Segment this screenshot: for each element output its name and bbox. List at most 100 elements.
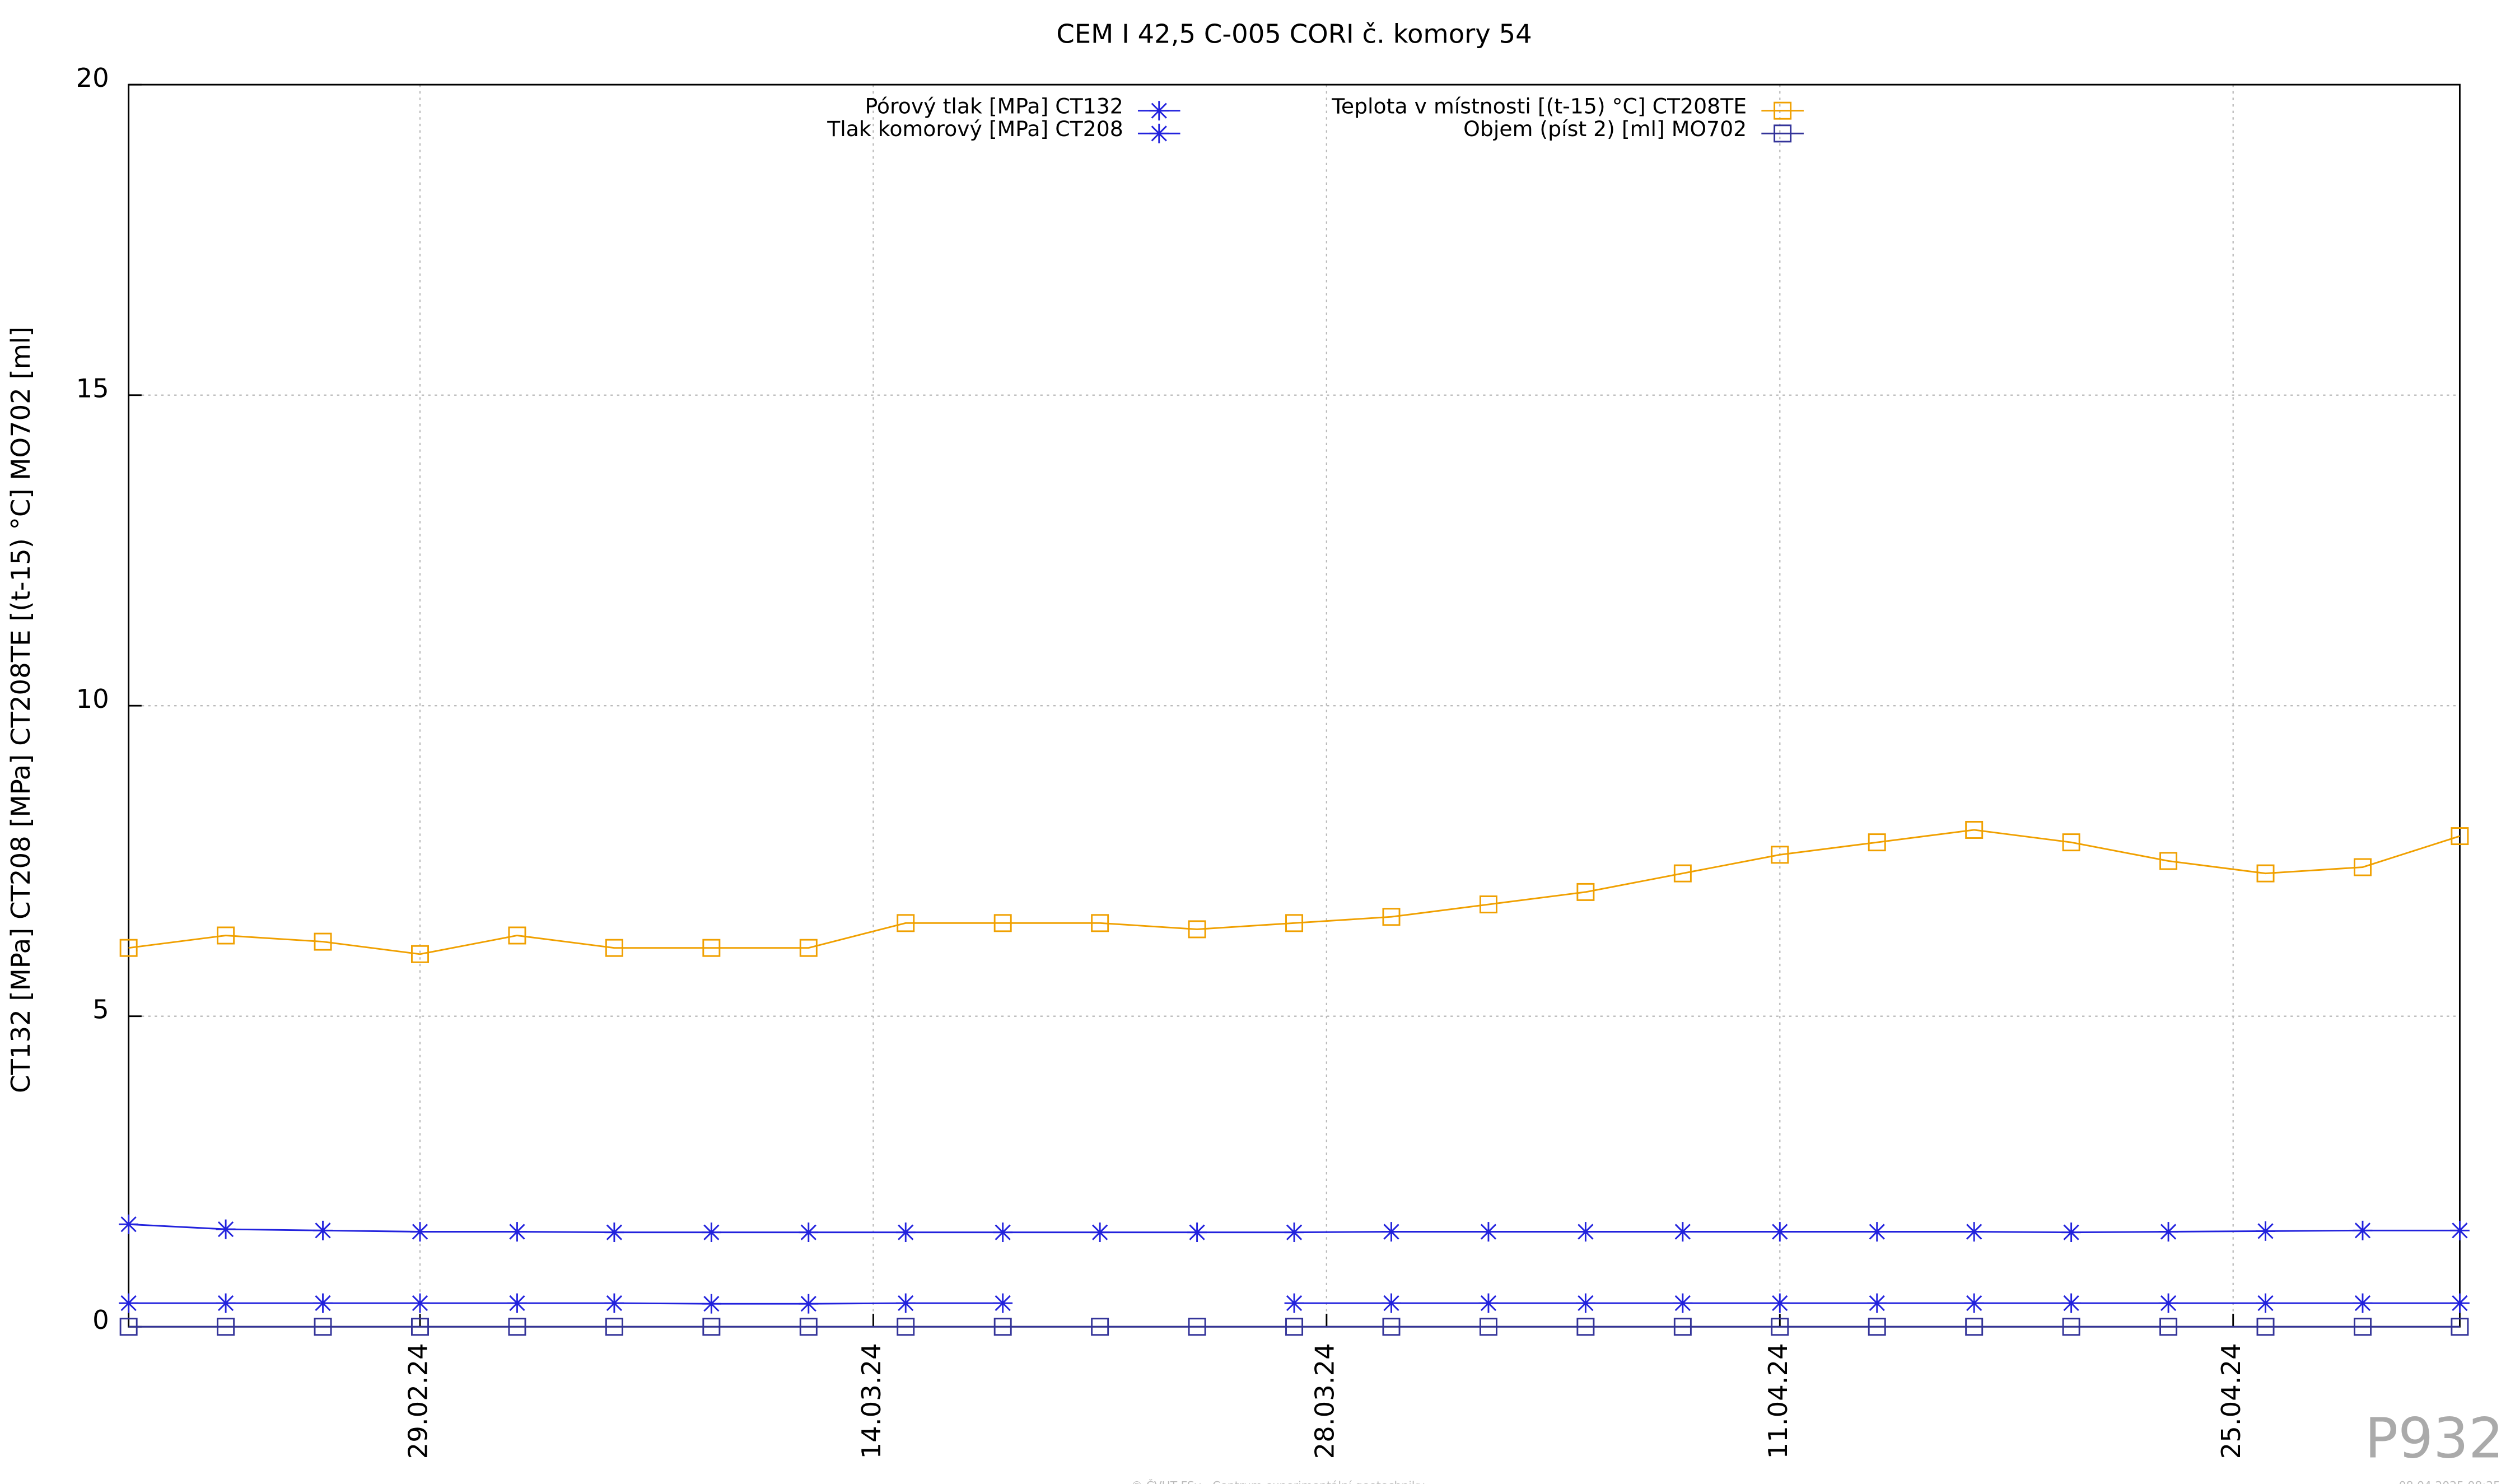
marker	[313, 1293, 333, 1313]
marker	[119, 1318, 138, 1336]
watermark: P932	[2365, 1406, 2504, 1471]
marker	[2158, 1293, 2178, 1313]
marker	[1382, 908, 1401, 926]
marker	[2451, 827, 2469, 846]
marker	[701, 1222, 721, 1243]
marker	[895, 1222, 916, 1243]
marker	[1770, 1222, 1790, 1242]
marker	[216, 1219, 236, 1239]
marker	[2354, 1318, 2372, 1336]
marker	[1867, 1293, 1887, 1313]
marker	[1382, 1222, 1401, 1242]
marker	[1284, 1293, 1304, 1313]
marker	[1575, 1222, 1595, 1242]
marker	[897, 1318, 915, 1336]
marker	[2354, 858, 2372, 876]
marker	[1284, 1222, 1304, 1243]
y-axis-label: CT132 [MPa] CT208 [MPa] CT208TE [(t-15) …	[6, 326, 36, 1093]
marker	[1576, 883, 1595, 901]
x-tick-label: 11.04.24	[1763, 1343, 1793, 1459]
marker	[1091, 1318, 1109, 1336]
marker	[313, 1220, 333, 1240]
marker	[314, 1318, 332, 1336]
marker	[2061, 1293, 2082, 1313]
marker	[507, 1293, 527, 1313]
marker	[1673, 1293, 1693, 1313]
x-tick-label: 28.03.24	[1309, 1343, 1340, 1459]
marker	[2062, 833, 2080, 852]
marker	[799, 1294, 819, 1314]
x-tick-label: 25.04.24	[2216, 1343, 2246, 1459]
marker	[507, 1222, 527, 1242]
marker	[1576, 1318, 1595, 1336]
marker	[2159, 1318, 2178, 1336]
marker	[411, 1318, 429, 1336]
marker	[1479, 1318, 1497, 1336]
y-tick-label: 15	[76, 373, 109, 403]
marker	[1867, 1222, 1887, 1242]
marker	[701, 1294, 721, 1314]
marker	[2256, 864, 2275, 883]
marker	[2158, 1222, 2178, 1242]
footer: © ČVUT FSv - Centrum experimentální geot…	[1131, 1478, 1425, 1484]
marker	[702, 1318, 721, 1336]
marker	[1149, 123, 1169, 143]
chart-title: CEM I 42,5 C-005 CORI č. komory 54	[1056, 18, 1532, 49]
marker	[1478, 1222, 1499, 1242]
marker	[799, 939, 818, 957]
marker	[897, 914, 915, 932]
marker	[1868, 1318, 1886, 1336]
marker	[2256, 1318, 2275, 1336]
marker	[1673, 864, 1692, 883]
marker	[895, 1293, 916, 1313]
legend-label: Objem (píst 2) [ml] MO702	[1463, 116, 1747, 141]
marker	[604, 1293, 624, 1313]
marker	[1965, 820, 1984, 839]
marker	[1965, 1318, 1984, 1336]
marker	[799, 1222, 819, 1243]
marker	[1382, 1318, 1401, 1336]
marker	[1964, 1222, 1984, 1242]
marker	[1868, 833, 1886, 852]
marker	[314, 932, 332, 951]
marker	[1774, 124, 1792, 143]
marker	[2256, 1293, 2275, 1313]
marker	[508, 926, 526, 945]
marker	[1188, 1318, 1206, 1336]
marker	[702, 939, 721, 957]
y-tick-label: 0	[92, 1305, 109, 1335]
marker	[1188, 920, 1206, 939]
marker	[2256, 1221, 2275, 1241]
marker	[993, 1222, 1013, 1243]
marker	[1382, 1293, 1401, 1313]
marker	[1478, 1293, 1499, 1313]
marker	[1091, 914, 1109, 932]
marker	[799, 1318, 818, 1336]
marker	[605, 939, 623, 957]
marker	[1673, 1318, 1692, 1336]
marker	[1285, 1318, 1304, 1336]
marker	[2353, 1220, 2373, 1240]
legend-label: Teplota v místnosti [(t-15) °C] CT208TE	[1331, 94, 1747, 118]
legend-item: Teplota v místnosti [(t-15) °C] CT208TE	[1331, 94, 1804, 118]
series-line	[128, 829, 2460, 955]
marker	[2450, 1293, 2470, 1313]
marker	[1187, 1222, 1207, 1243]
marker	[1090, 1222, 1110, 1243]
marker	[119, 1293, 139, 1313]
marker	[1774, 101, 1792, 120]
marker	[2159, 852, 2178, 870]
legend-label: Tlak komorový [MPa] CT208	[827, 116, 1123, 141]
marker	[1479, 895, 1497, 914]
marker	[1771, 846, 1789, 864]
legend-item: Tlak komorový [MPa] CT208	[827, 116, 1180, 141]
x-tick-label: 14.03.24	[856, 1343, 886, 1459]
marker	[2062, 1318, 2080, 1336]
marker	[2451, 1318, 2469, 1336]
marker	[410, 1222, 430, 1242]
y-tick-label: 20	[76, 63, 109, 93]
timestamp: 08.04.2025 08:25	[2399, 1479, 2500, 1484]
y-tick-label: 10	[76, 684, 109, 714]
marker	[1673, 1222, 1693, 1242]
